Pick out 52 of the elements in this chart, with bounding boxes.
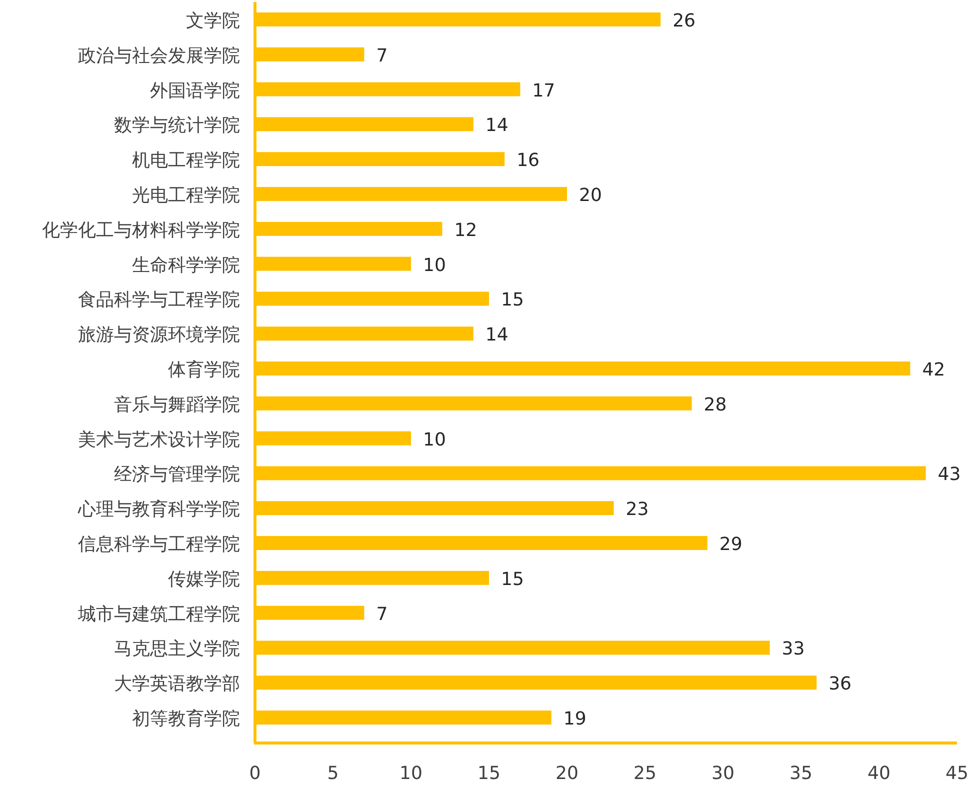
x-tick-label: 20 xyxy=(556,763,578,784)
y-tick-label: 美术与艺术设计学院 xyxy=(78,429,240,450)
data-label: 12 xyxy=(454,220,478,241)
data-label: 33 xyxy=(782,638,805,660)
y-tick-label: 外国语学院 xyxy=(150,80,240,102)
data-label: 15 xyxy=(501,568,524,590)
y-tick-label: 机电工程学院 xyxy=(132,150,240,172)
y-tick-label: 信息科学与工程学院 xyxy=(78,534,240,556)
x-tick-label: 30 xyxy=(712,763,734,784)
x-tick-label: 10 xyxy=(400,763,422,784)
y-tick-label: 音乐与舞蹈学院 xyxy=(114,394,240,416)
data-label: 7 xyxy=(376,604,388,625)
x-tick-label: 25 xyxy=(634,763,656,784)
y-tick-label: 生命科学学院 xyxy=(132,254,240,276)
data-label: 23 xyxy=(626,499,649,520)
y-tick-label: 经济与管理学院 xyxy=(114,464,240,486)
data-label: 15 xyxy=(501,290,524,311)
data-label: 14 xyxy=(485,115,508,136)
y-tick-label: 体育学院 xyxy=(168,360,240,380)
data-label: 16 xyxy=(516,150,540,172)
y-tick-label: 旅游与资源环境学院 xyxy=(78,324,240,346)
y-tick-label: 大学英语教学部 xyxy=(114,674,240,695)
data-label: 20 xyxy=(579,184,602,206)
y-tick-label: 化学化工与材料科学学院 xyxy=(42,220,240,241)
data-label: 19 xyxy=(563,708,586,730)
y-tick-label: 数学与统计学院 xyxy=(114,115,240,136)
data-label: 7 xyxy=(376,45,388,66)
data-label: 10 xyxy=(423,254,446,276)
data-label: 42 xyxy=(922,360,946,380)
data-label: 28 xyxy=(704,394,727,416)
data-label: 14 xyxy=(485,324,508,346)
data-label: 36 xyxy=(828,674,852,695)
y-tick-label: 马克思主义学院 xyxy=(114,638,240,660)
y-tick-label: 初等教育学院 xyxy=(132,708,240,730)
y-tick-label: 心理与教育科学学院 xyxy=(77,499,240,520)
y-tick-label: 光电工程学院 xyxy=(132,184,240,206)
y-tick-label: 传媒学院 xyxy=(168,568,240,590)
data-label: 43 xyxy=(938,464,961,486)
y-tick-label: 政治与社会发展学院 xyxy=(78,45,240,66)
x-tick-label: 5 xyxy=(327,763,339,784)
x-tick-label: 35 xyxy=(790,763,812,784)
x-tick-label: 40 xyxy=(868,763,890,784)
data-label: 17 xyxy=(532,80,556,102)
data-label: 29 xyxy=(719,534,742,556)
data-label: 26 xyxy=(672,10,696,32)
x-tick-label: 45 xyxy=(946,763,968,784)
data-label: 10 xyxy=(423,429,446,450)
y-tick-label: 城市与建筑工程学院 xyxy=(77,604,240,625)
y-tick-label: 食品科学与工程学院 xyxy=(78,290,240,311)
y-tick-label: 文学院 xyxy=(186,10,240,32)
x-tick-label: 0 xyxy=(249,763,261,784)
x-tick-label: 15 xyxy=(478,763,500,784)
